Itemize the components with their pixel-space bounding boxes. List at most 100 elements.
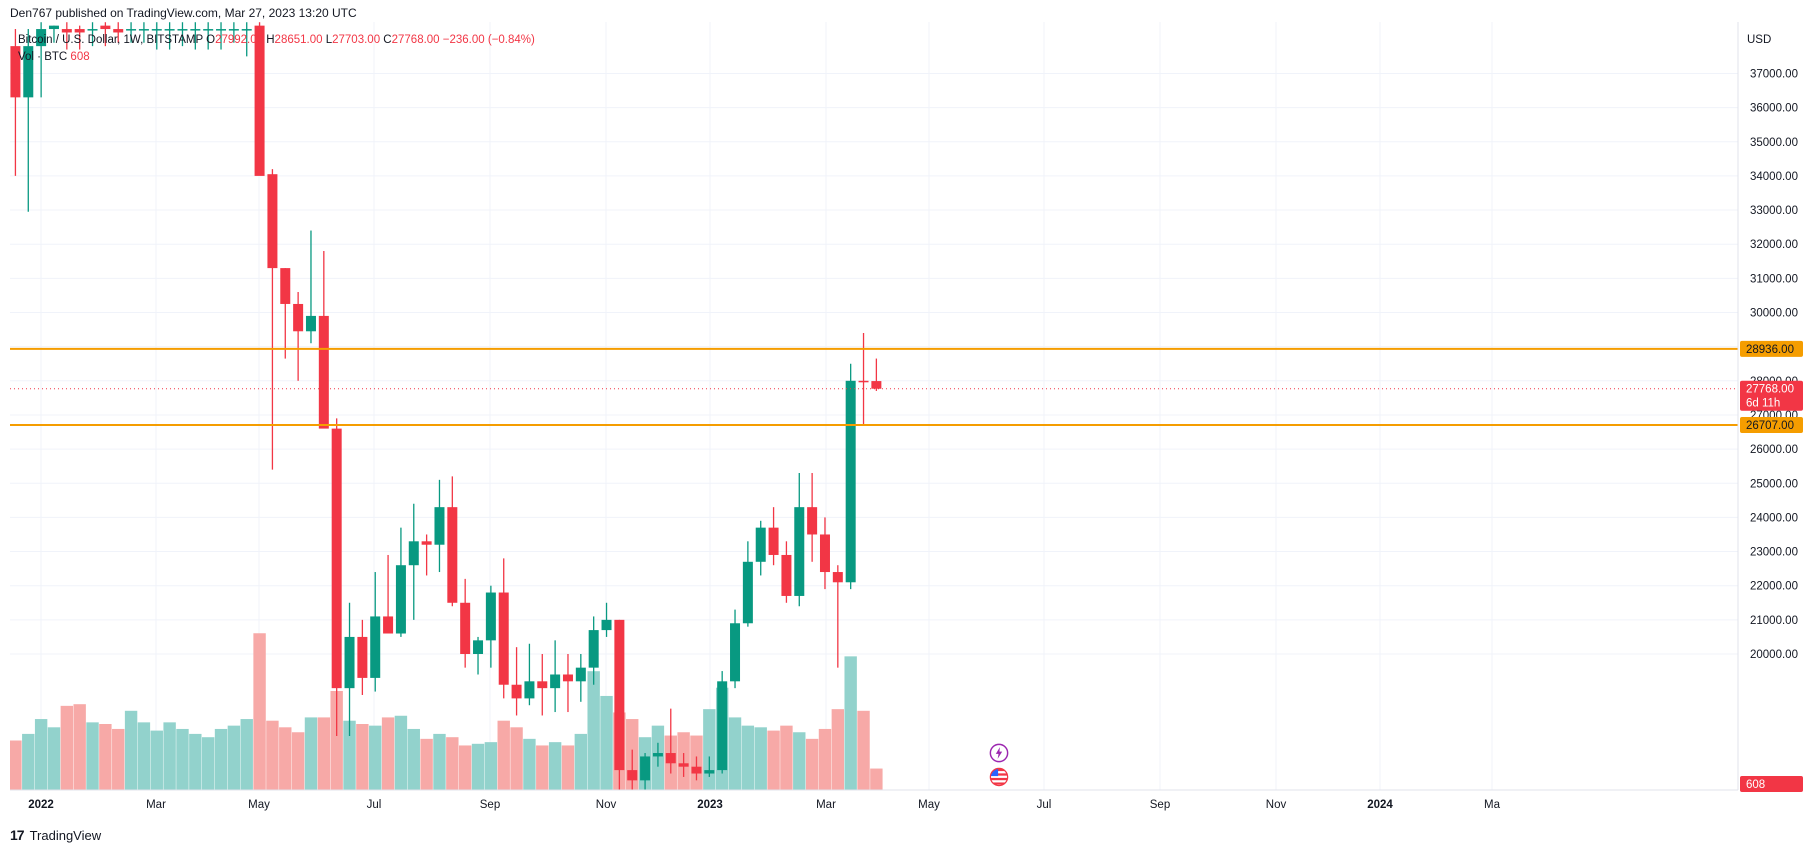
candle xyxy=(228,22,239,43)
candle xyxy=(344,602,355,736)
volume-bar xyxy=(291,732,305,790)
candle xyxy=(511,647,522,716)
candle xyxy=(177,22,188,47)
candle-body xyxy=(228,29,239,31)
candle xyxy=(601,602,612,637)
level-badge-upper-bg xyxy=(1740,340,1803,357)
candle-body xyxy=(61,29,72,33)
time-tick-label: Mar xyxy=(146,799,166,811)
low-label: L xyxy=(325,34,333,46)
candle-body xyxy=(177,29,188,31)
volume-bar xyxy=(574,733,588,790)
candle-body xyxy=(717,681,728,771)
price-tick-label: 36000.00 xyxy=(1750,103,1798,115)
volume-bars xyxy=(10,633,883,790)
candle-body xyxy=(305,315,316,332)
time-tick-label: Sep xyxy=(480,799,500,811)
price-tick-label: 21000.00 xyxy=(1750,615,1798,627)
volume-bar xyxy=(433,733,446,790)
time-tick-label: Ma xyxy=(1484,799,1501,811)
volume-label[interactable]: Vol · BTC xyxy=(18,51,68,63)
volume-bar xyxy=(870,768,883,790)
lightning-icon[interactable] xyxy=(989,743,1009,763)
candle xyxy=(845,363,856,590)
candle xyxy=(190,22,201,50)
candle-body xyxy=(562,674,573,682)
candle xyxy=(871,358,882,391)
candle-body xyxy=(203,29,214,31)
candle-body xyxy=(48,25,59,30)
candle-body xyxy=(36,29,47,47)
candle xyxy=(832,565,843,668)
price-tick-label: 30000.00 xyxy=(1750,308,1798,320)
volume-badge: 608 xyxy=(1740,776,1803,792)
currency-label[interactable]: USD xyxy=(1747,34,1772,46)
close-value: 27768.00 xyxy=(391,34,440,46)
candle-body xyxy=(318,315,329,429)
ohlc-legend: Bitcoin / U.S. Dollar, 1W, BITSTAMP O279… xyxy=(18,34,535,46)
candle xyxy=(151,22,162,50)
volume-bar xyxy=(754,727,767,790)
volume-bar xyxy=(112,728,125,790)
candle-body xyxy=(652,753,663,757)
footer: 17 TradingView xyxy=(10,827,101,843)
candle xyxy=(562,654,573,713)
volume-bar xyxy=(227,725,241,790)
volume-bar xyxy=(10,740,22,790)
volume-value: 608 xyxy=(70,51,90,63)
candle-body xyxy=(126,29,137,31)
volume-bar xyxy=(600,695,613,790)
footer-brand[interactable]: TradingView xyxy=(29,827,102,843)
volume-bar xyxy=(471,743,485,790)
price-tick-label: 34000.00 xyxy=(1750,171,1798,183)
candle-body xyxy=(755,527,766,562)
time-tick-label: 2024 xyxy=(1367,799,1393,811)
current-price-badge-text: 27768.00 xyxy=(1746,384,1794,396)
candle xyxy=(61,22,72,50)
candle xyxy=(280,268,291,359)
volume-bar xyxy=(728,717,742,790)
candle-body xyxy=(742,561,753,624)
time-tick-label: Mar xyxy=(816,799,836,811)
volume-bar xyxy=(240,719,253,790)
candle-body xyxy=(691,766,702,774)
candle xyxy=(241,22,252,57)
candle-body xyxy=(434,507,445,545)
price-tick-label: 26000.00 xyxy=(1750,444,1798,456)
volume-bar xyxy=(99,724,112,790)
candle-body xyxy=(575,667,586,682)
price-tick-label: 35000.00 xyxy=(1750,137,1798,149)
candle-body xyxy=(807,507,818,535)
volume-bar xyxy=(536,745,549,790)
candle xyxy=(640,753,651,790)
volume-bar xyxy=(22,733,35,790)
candle-body xyxy=(537,681,548,689)
price-axis: 20000.00 21000.00 22000.00 23000.00 24000.00… xyxy=(1750,68,1798,661)
level-badge-lower: 26707.00 xyxy=(1740,416,1803,433)
candle xyxy=(254,22,265,176)
time-tick-label: Jul xyxy=(367,799,382,811)
candle xyxy=(216,22,227,50)
us-flag-icon[interactable] xyxy=(989,767,1009,787)
volume-badge-bg xyxy=(1740,776,1803,792)
candle-body xyxy=(601,619,612,631)
symbol-label[interactable]: Bitcoin / U.S. Dollar, 1W, BITSTAMP xyxy=(18,34,203,46)
candle xyxy=(537,654,548,716)
candle xyxy=(421,534,432,576)
volume-bar xyxy=(34,719,48,790)
candle xyxy=(87,22,98,47)
volume-bar xyxy=(523,738,536,790)
candle-body xyxy=(216,29,227,31)
volume-bar xyxy=(124,710,138,790)
volume-badge-text: 608 xyxy=(1746,779,1765,791)
candle-body xyxy=(794,507,805,596)
candle-body xyxy=(665,753,676,764)
candle-body xyxy=(100,25,111,30)
tradingview-logo-icon[interactable]: 17 xyxy=(10,827,25,843)
candle xyxy=(614,619,625,790)
candle-body xyxy=(511,684,522,699)
candle xyxy=(164,22,175,50)
candle xyxy=(819,517,830,590)
price-tick-label: 32000.00 xyxy=(1750,239,1798,251)
